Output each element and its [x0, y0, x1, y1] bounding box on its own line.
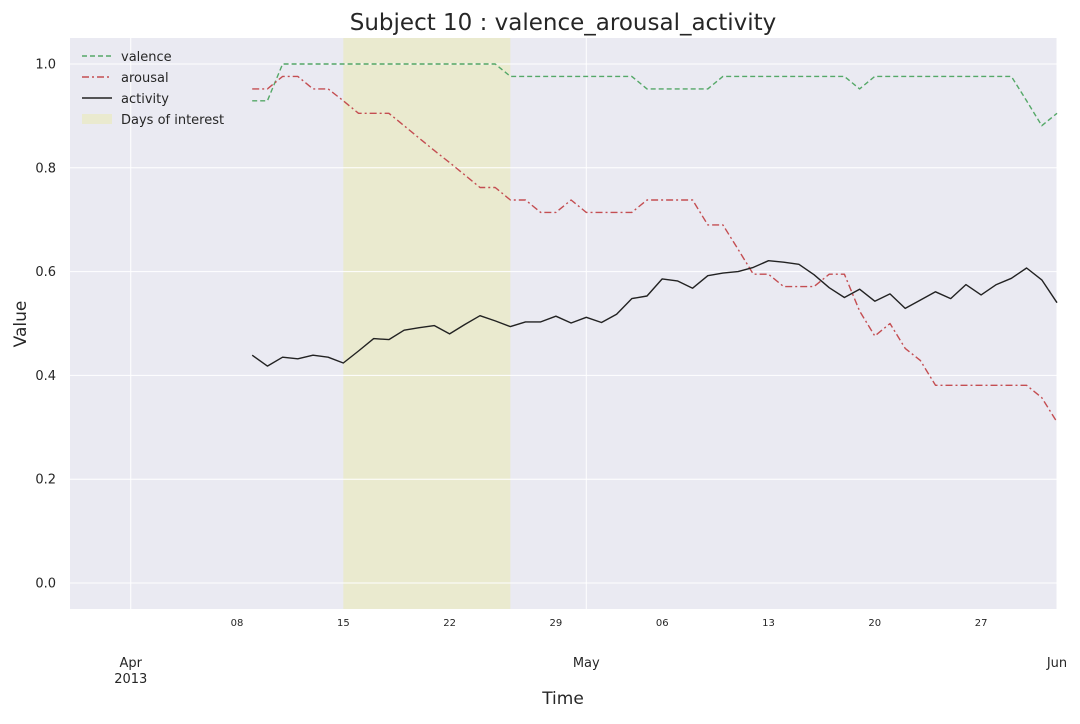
y-axis-label: Value: [11, 301, 31, 348]
y-tick-label: 0.2: [35, 473, 56, 488]
series-line-arousal: [252, 75, 1058, 423]
plot-background: [70, 38, 1057, 609]
highlight-band: [343, 38, 511, 609]
grid-layer: [70, 38, 1058, 609]
series-line-valence: [252, 63, 1058, 127]
x-minor-tick-label: 20: [868, 618, 881, 629]
legend-label-valence: valence: [121, 50, 172, 65]
legend-label-arousal: arousal: [121, 71, 169, 86]
y-tick-labels: 0.0 0.2 0.4 0.6 0.8 1.0: [35, 57, 56, 591]
x-minor-tick-label: 06: [656, 618, 669, 629]
x-axis-label: Time: [541, 689, 584, 709]
highlight-layer: [343, 38, 511, 609]
x-major-tick-label: Apr: [119, 656, 142, 671]
legend-label-highlight: Days of interest: [121, 113, 224, 128]
x-major-tick-label: Jun: [1046, 656, 1067, 671]
series-layer: [251, 63, 1058, 423]
x-minor-tick-label: 29: [550, 618, 563, 629]
x-minor-tick-label: 27: [975, 618, 988, 629]
y-tick-label: 0.8: [35, 161, 56, 176]
series-line-activity: [251, 260, 1058, 367]
x-major-tick-label: May: [573, 656, 600, 671]
x-minor-tick-label: 22: [443, 618, 456, 629]
x-major-tick-sublabel: 2013: [114, 672, 147, 687]
y-tick-label: 0.0: [35, 577, 56, 592]
y-tick-label: 0.6: [35, 265, 56, 280]
chart-title: Subject 10 : valence_arousal_activity: [350, 10, 777, 36]
x-minor-tick-label: 13: [762, 618, 775, 629]
y-tick-label: 1.0: [35, 57, 56, 72]
legend-label-activity: activity: [121, 92, 169, 107]
legend-swatch-highlight: [82, 114, 112, 124]
x-minor-tick-label: 15: [337, 618, 350, 629]
y-tick-label: 0.4: [35, 369, 56, 384]
x-minor-tick-label: 08: [231, 618, 244, 629]
legend: valence arousal activity Days of interes…: [82, 50, 224, 128]
